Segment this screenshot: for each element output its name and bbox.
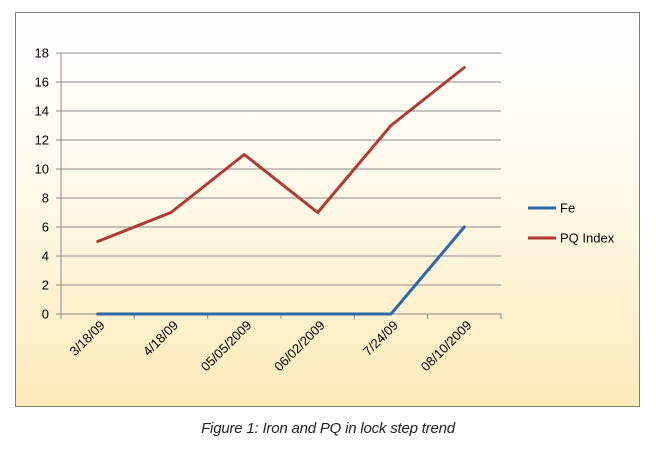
gridlines xyxy=(61,52,501,286)
y-tick-label: 10 xyxy=(35,162,49,177)
y-tick-label: 18 xyxy=(35,46,49,61)
legend: Fe PQ Index xyxy=(528,201,615,246)
x-tick-label: 7/24/09 xyxy=(360,318,401,359)
legend-label: Fe xyxy=(560,201,575,216)
y-tick-label: 14 xyxy=(35,104,49,119)
chart-area: 0 2 4 6 8 10 12 14 16 18 3/18/09 4/18/09 05/05/2009… xyxy=(15,12,640,407)
y-tick-label: 4 xyxy=(42,249,49,264)
y-tick-label: 0 xyxy=(42,307,49,322)
y-tick-label: 8 xyxy=(42,191,49,206)
line-chart: 0 2 4 6 8 10 12 14 16 18 3/18/09 4/18/09 05/05/2009… xyxy=(35,46,615,375)
x-tick-label: 06/02/2009 xyxy=(271,318,328,375)
y-tick-labels: 0 2 4 6 8 10 12 14 16 18 xyxy=(35,46,49,322)
y-tick-label: 16 xyxy=(35,75,49,90)
x-tick-label: 3/18/09 xyxy=(67,318,108,359)
x-tick-label: 4/18/09 xyxy=(140,318,181,359)
x-tick-label: 05/05/2009 xyxy=(198,318,255,375)
y-tick-label: 2 xyxy=(42,278,49,293)
series-line-pq-index xyxy=(96,66,466,243)
legend-label: PQ Index xyxy=(560,231,615,246)
x-tick-labels: 3/18/09 4/18/09 05/05/2009 06/02/2009 7/24/0… xyxy=(67,318,475,375)
series-line-fe xyxy=(96,225,466,316)
figure-caption: Figure 1: Iron and PQ in lock step trend xyxy=(201,420,455,437)
y-tick-label: 12 xyxy=(35,133,49,148)
series-lines xyxy=(96,66,466,316)
y-tick-label: 6 xyxy=(42,220,49,235)
x-tick-label: 08/10/2009 xyxy=(418,318,475,375)
